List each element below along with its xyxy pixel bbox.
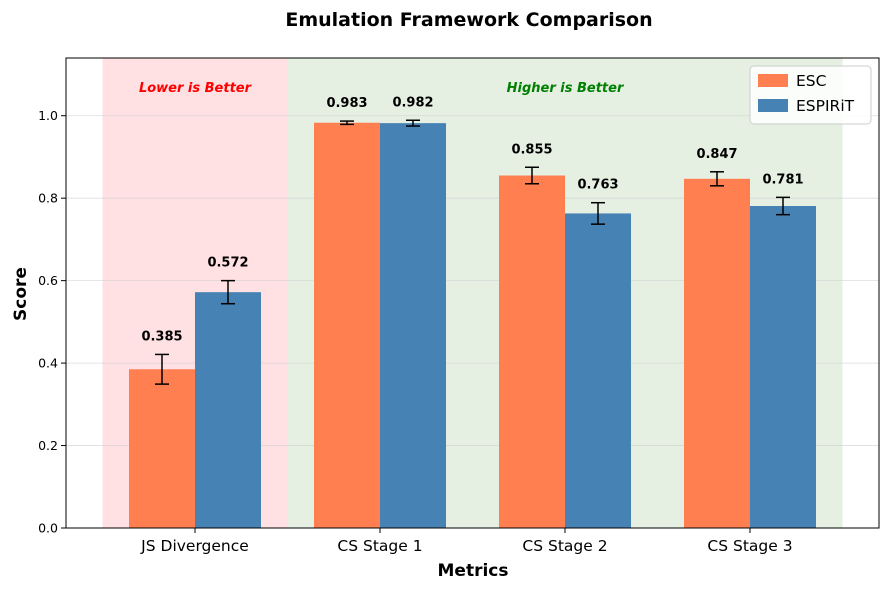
y-tick-label: 0.4	[38, 356, 58, 371]
bar-esc-1	[314, 122, 380, 528]
region-note-0: Lower is Better	[139, 81, 253, 96]
y-tick-label: 0.8	[38, 191, 58, 206]
bar-esc-3	[684, 178, 750, 528]
bar-esc-0	[129, 369, 195, 528]
bar-espirit-1	[380, 123, 446, 528]
legend-swatch-espirit	[758, 99, 788, 112]
bar-espirit-0	[195, 292, 261, 528]
y-tick-label: 0.6	[38, 273, 58, 288]
data-label: 0.983	[326, 96, 367, 111]
legend-label-esc: ESC	[796, 72, 826, 90]
bar-espirit-2	[565, 213, 631, 529]
data-label: 0.385	[141, 329, 182, 344]
data-label: 0.855	[511, 142, 552, 157]
x-tick-label: JS Divergence	[140, 537, 249, 555]
x-tick-label: CS Stage 1	[337, 537, 422, 555]
x-axis-label: Metrics	[438, 561, 509, 581]
y-tick-label: 0.2	[38, 438, 58, 453]
data-label: 0.781	[762, 172, 803, 187]
bar-espirit-3	[750, 206, 816, 528]
chart-title: Emulation Framework Comparison	[285, 9, 652, 31]
y-axis-label: Score	[11, 267, 31, 321]
region-note-1: Higher is Better	[507, 81, 625, 96]
x-tick-label: CS Stage 3	[707, 537, 792, 555]
data-label: 0.847	[696, 147, 737, 162]
data-label: 0.572	[207, 256, 248, 271]
x-tick-label: CS Stage 2	[522, 537, 607, 555]
plot-frame	[65, 57, 880, 529]
y-tick-label: 1.0	[38, 108, 58, 123]
legend-label-espirit: ESPIRiT	[796, 97, 855, 115]
bar-esc-2	[499, 175, 565, 528]
y-tick-label: 0.0	[38, 521, 58, 536]
data-label: 0.763	[577, 178, 618, 193]
legend-swatch-esc	[758, 74, 788, 87]
data-label: 0.982	[392, 95, 433, 110]
